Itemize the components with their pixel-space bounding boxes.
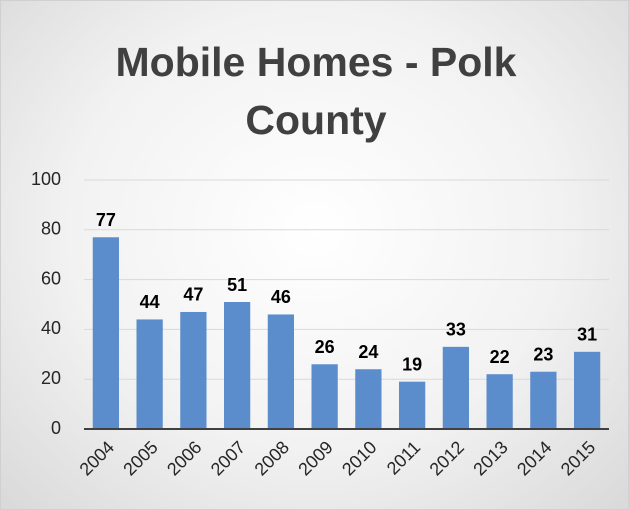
data-label: 31	[577, 325, 597, 345]
x-tick-label: 2004	[76, 437, 118, 479]
data-label: 44	[140, 292, 160, 312]
bar	[136, 319, 163, 429]
y-tick-label: 100	[31, 169, 61, 189]
x-tick-label: 2015	[557, 437, 599, 479]
data-label: 47	[183, 285, 203, 305]
y-tick-label: 20	[41, 368, 61, 388]
x-tick-label: 2007	[207, 437, 249, 479]
x-tick-label: 2008	[251, 437, 293, 479]
bar	[224, 302, 251, 429]
data-label: 22	[490, 347, 510, 367]
bar	[574, 351, 601, 429]
data-label: 26	[315, 337, 335, 357]
bar	[92, 237, 119, 429]
data-label: 33	[446, 320, 466, 340]
bar	[486, 374, 513, 429]
data-label: 77	[96, 210, 116, 230]
data-label: 23	[533, 344, 553, 364]
bar	[530, 371, 557, 429]
data-label: 19	[402, 354, 422, 374]
y-tick-label: 60	[41, 268, 61, 288]
y-tick-label: 0	[51, 418, 61, 438]
bar	[399, 381, 426, 429]
data-label: 46	[271, 287, 291, 307]
x-tick-label: 2014	[513, 437, 555, 479]
x-tick-label: 2011	[383, 437, 425, 479]
x-tick-label: 2006	[163, 437, 205, 479]
bar	[442, 346, 469, 429]
bar	[311, 364, 338, 429]
x-tick-label: 2013	[469, 437, 511, 479]
bar	[355, 369, 382, 429]
y-tick-label: 80	[41, 219, 61, 239]
x-tick-label: 2012	[426, 437, 468, 479]
bar	[267, 314, 294, 429]
data-label: 24	[358, 342, 378, 362]
x-tick-label: 2010	[338, 437, 380, 479]
data-label: 51	[227, 275, 247, 295]
chart-title: Mobile Homes - Polk County	[115, 39, 517, 143]
x-tick-label: 2005	[119, 437, 161, 479]
x-tick-label: 2009	[294, 437, 336, 479]
y-tick-label: 40	[41, 318, 61, 338]
bar	[180, 311, 207, 429]
